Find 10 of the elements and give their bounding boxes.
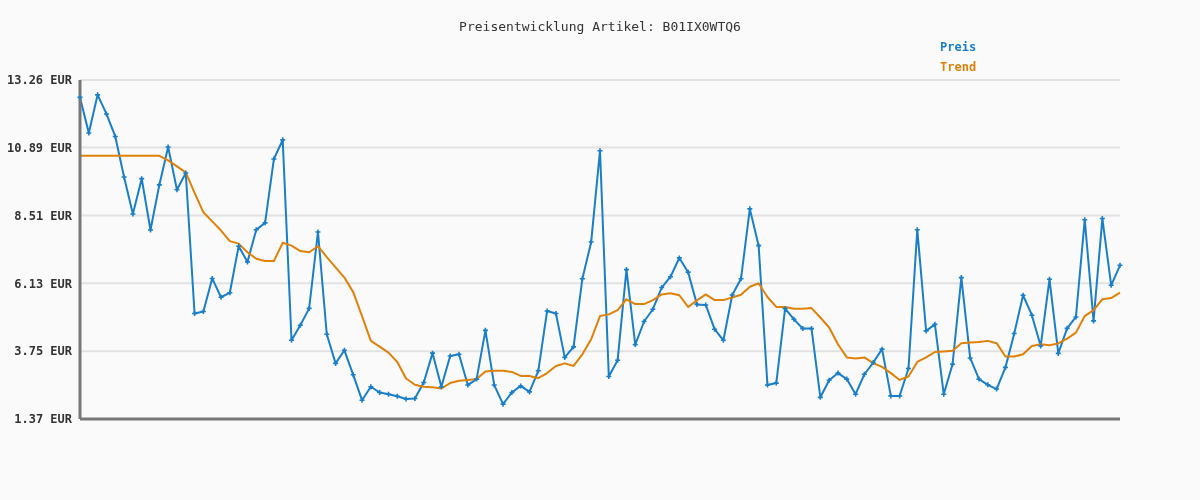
y-tick-label: 13.26 EUR [6, 73, 73, 88]
y-tick-label: 6.13 EUR [14, 276, 73, 291]
chart-title: Preisentwicklung Artikel: B01IX0WTQ6 [458, 19, 742, 34]
y-tick-label: 1.37 EUR [14, 412, 73, 427]
y-tick-label: 3.75 EUR [14, 344, 73, 359]
text: Preis [940, 39, 977, 56]
text: Trend [940, 59, 977, 76]
line-series [79, 154, 1121, 390]
y-tick-label: 10.89 EUR [6, 140, 73, 155]
y-tick-label: 8.51 EUR [14, 208, 73, 223]
